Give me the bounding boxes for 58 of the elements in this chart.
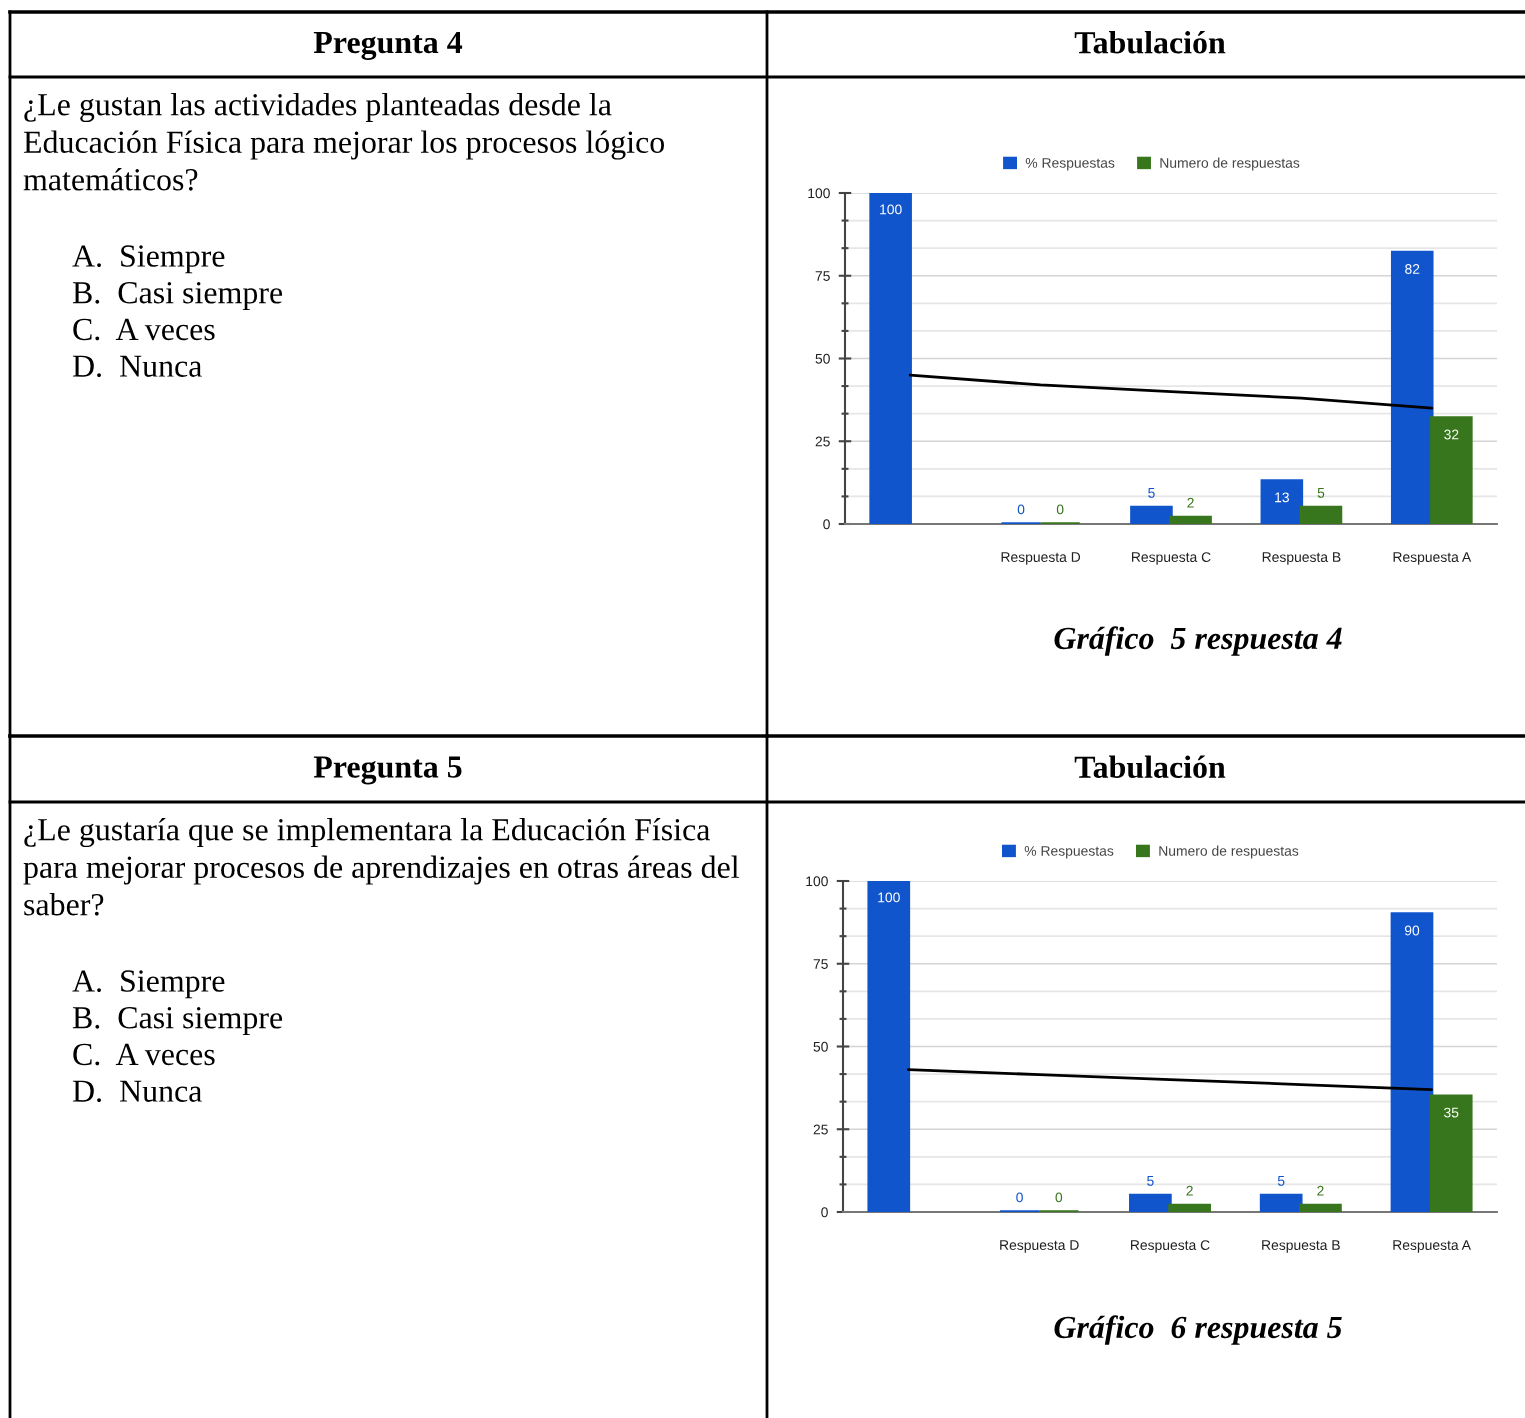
y-tick-label: 100	[806, 876, 828, 887]
y-tick-label: 50	[815, 353, 830, 364]
text: B. Casi siempre	[72, 282, 283, 310]
chart-title: Tabulación	[1074, 755, 1226, 779]
data-label: 0	[1055, 1192, 1063, 1203]
line-series	[908, 373, 1434, 410]
x-tick-label: Respuesta A	[1393, 552, 1472, 565]
data-label: 100	[880, 204, 902, 215]
x-tick-label: Respuesta B	[1262, 1240, 1340, 1253]
data-label: 0	[1016, 1192, 1023, 1203]
data-label: 32	[1444, 429, 1459, 440]
data-label: 2	[1186, 1185, 1193, 1196]
data-label: 35	[1444, 1107, 1459, 1118]
line-series	[907, 1068, 1433, 1091]
legend-label: Numero de respuestas	[1160, 157, 1300, 171]
y-tick-label: 50	[813, 1041, 828, 1052]
y-tick-label: 0	[823, 519, 830, 530]
text: ¿Le gustaría que se implementara la Educación Física para mejorar procesos de aprendizajes en otras áreas del saber?	[23, 818, 739, 916]
x-tick-label: Respuesta B	[1262, 552, 1341, 565]
text: Gráfico 5 respuesta 4	[1054, 626, 1342, 656]
text: C. A veces	[73, 318, 215, 341]
text: Pregunta 4	[313, 31, 463, 60]
chart-title: Tabulación	[1074, 30, 1226, 54]
data-label: 2	[1187, 497, 1194, 508]
y-tick-label: 75	[813, 959, 828, 969]
text: Gráfico 6 respuesta 5	[1054, 1315, 1342, 1345]
data-label: 100	[878, 892, 900, 903]
data-label: 5	[1317, 488, 1325, 498]
y-tick-label: 0	[821, 1207, 828, 1218]
text: B. Casi siempre	[72, 1007, 283, 1035]
x-tick-label: Respuesta C	[1132, 552, 1211, 565]
data-label: 5	[1148, 488, 1155, 498]
text: D. Nunca	[72, 1080, 202, 1103]
y-tick-label: 25	[813, 1124, 828, 1135]
text: D. Nunca	[72, 355, 202, 378]
data-label: 82	[1405, 264, 1420, 274]
data-label: 2	[1317, 1185, 1324, 1196]
data-label: 0	[1056, 504, 1064, 515]
x-tick-label: Respuesta A	[1393, 1240, 1471, 1253]
legend-label: Numero de respuestas	[1159, 845, 1299, 859]
text: A. Siempre	[72, 970, 225, 999]
data-label: 13	[1275, 492, 1289, 503]
y-tick-label: 75	[815, 271, 830, 281]
x-tick-label: Respuesta D	[1000, 1240, 1079, 1253]
data-label: 5	[1277, 1176, 1285, 1186]
y-tick-label: 25	[815, 436, 830, 447]
text: C. A veces	[73, 1043, 215, 1066]
legend-label: % Respuestas	[1025, 158, 1115, 171]
text: ¿Le gustan las actividades planteadas desde la Educación Física para mejorar los procesos lógico matemáticos?	[23, 93, 665, 191]
data-label: 90	[1404, 925, 1420, 936]
legend-label: % Respuestas	[1024, 846, 1114, 859]
x-tick-label: Respuesta D	[1001, 552, 1081, 565]
text: Pregunta 5	[313, 756, 462, 785]
data-label: 0	[1017, 504, 1025, 515]
text: A. Siempre	[72, 245, 225, 274]
x-tick-label: Respuesta C	[1131, 1240, 1210, 1253]
y-tick-label: 100	[808, 188, 830, 199]
data-label: 5	[1147, 1176, 1154, 1186]
